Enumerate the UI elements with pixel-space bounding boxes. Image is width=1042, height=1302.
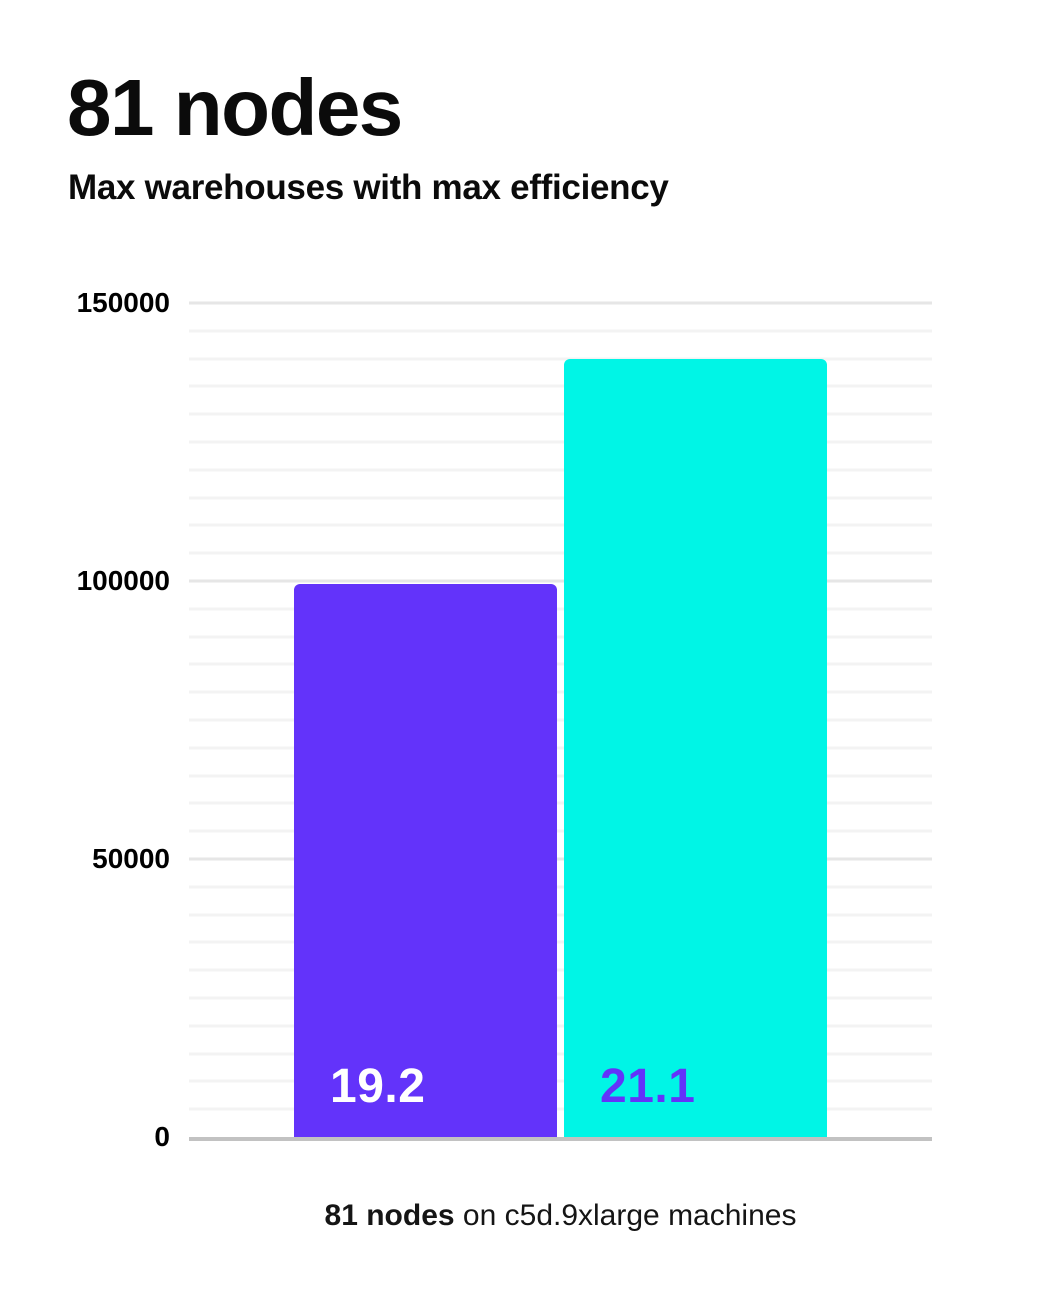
gridlines [189,301,932,1137]
bar-2: 21.1 [564,358,827,1137]
major-gridline [189,579,932,583]
minor-gridline [189,468,932,472]
y-axis-labels: 0 50000 100000 150000 [0,289,170,1151]
y-tick-label: 50000 [92,843,170,875]
caption-bold-text: 81 nodes [324,1199,455,1232]
minor-gridline [189,801,932,805]
bar-1: 19.2 [294,583,557,1137]
minor-gridline [189,662,932,666]
major-gridline [189,301,932,305]
minor-gridline [189,1024,932,1028]
minor-gridline [189,440,932,444]
minor-gridline [189,523,932,527]
minor-gridline [189,384,932,388]
plot-area: 19.2 21.1 [189,301,932,1141]
minor-gridline [189,1107,932,1111]
minor-gridline [189,829,932,833]
page-subtitle: Max warehouses with max efficiency [68,168,669,207]
minor-gridline [189,774,932,778]
major-gridline [189,857,932,861]
minor-gridline [189,940,932,944]
minor-gridline [189,718,932,722]
bar-2-value-label: 21.1 [600,1060,696,1113]
minor-gridline [189,913,932,917]
bar-group: 19.2 21.1 [189,303,932,1137]
minor-gridline [189,551,932,555]
minor-gridline [189,635,932,639]
minor-gridline [189,357,932,361]
y-tick-label: 0 [154,1121,170,1152]
page-title: 81 nodes [67,63,403,152]
bar-1-value-label: 19.2 [330,1060,426,1113]
caption-regular-text: on c5d.9xlarge machines [454,1199,797,1232]
minor-gridline [189,1079,932,1083]
minor-gridline [189,412,932,416]
minor-gridline [189,329,932,333]
minor-gridline [189,690,932,694]
minor-gridline [189,1052,932,1056]
y-tick-label: 100000 [76,565,170,597]
minor-gridline [189,746,932,750]
minor-gridline [189,968,932,972]
chart-caption: 81 nodes on c5d.9xlarge machines [189,1196,932,1235]
minor-gridline [189,996,932,1000]
y-tick-label: 150000 [76,287,170,318]
minor-gridline [189,885,932,889]
minor-gridline [189,607,932,611]
minor-gridline [189,496,932,500]
